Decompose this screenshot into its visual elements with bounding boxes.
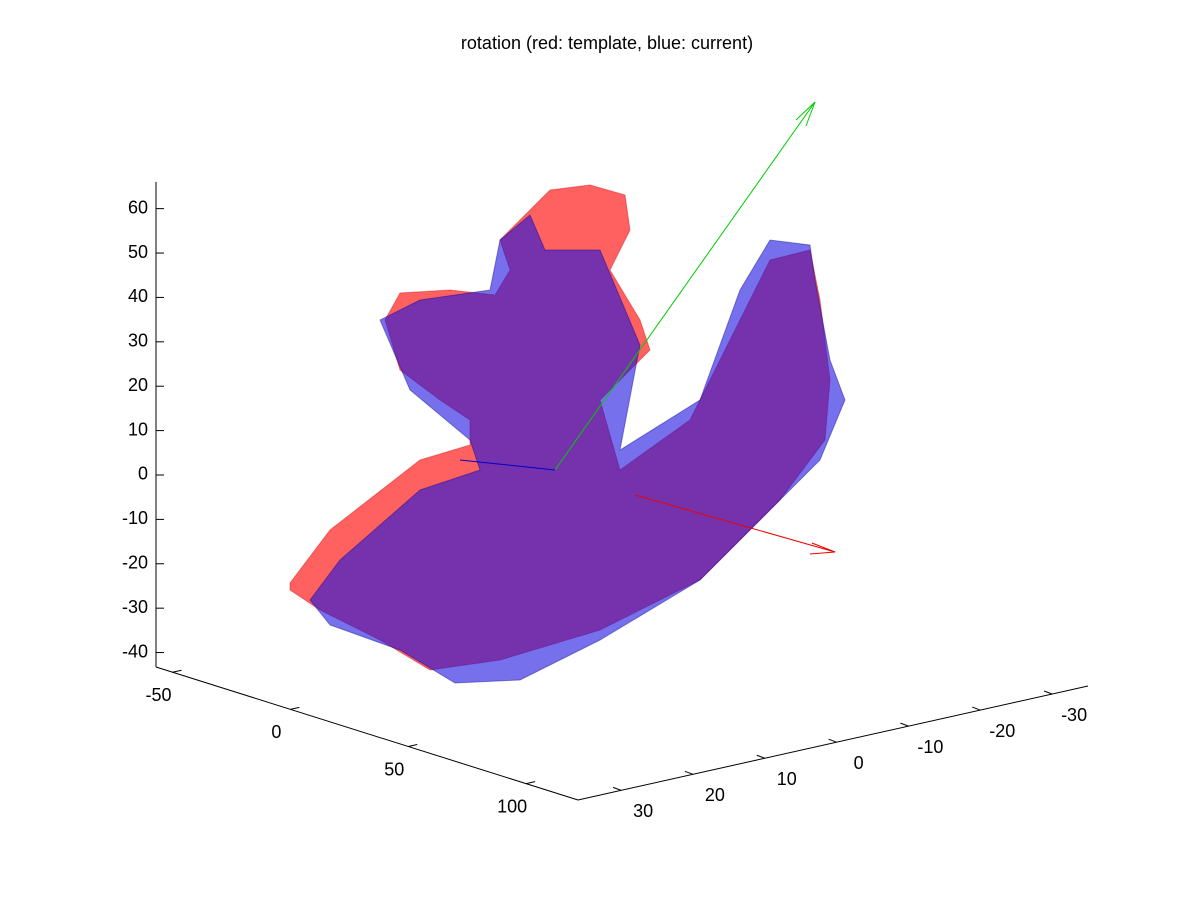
y-tick-label: -20 — [989, 721, 1015, 741]
y-tick-label: -30 — [1061, 705, 1087, 725]
y-tick-label: 30 — [633, 801, 653, 821]
red-arrowhead — [809, 542, 836, 555]
surfaces — [289, 184, 846, 684]
y-tick-label: -10 — [917, 737, 943, 757]
y-tick-label: 20 — [705, 785, 725, 805]
z-tick-label: 60 — [128, 197, 148, 217]
z-tick-label: 10 — [128, 419, 148, 439]
y-tick — [612, 786, 622, 791]
x-tick — [290, 706, 300, 710]
z-tick-label: 50 — [128, 242, 148, 262]
red-axis — [634, 494, 836, 553]
green-axis — [554, 101, 816, 471]
y-tick-label: 10 — [777, 769, 797, 789]
x-tick-label: 100 — [497, 796, 527, 816]
z-tick-label: -20 — [122, 553, 148, 573]
y-tick — [1043, 690, 1053, 695]
blue-axis — [459, 459, 556, 471]
y-tick — [900, 722, 909, 727]
chart-title: rotation (red: template, blue: current) — [461, 33, 753, 53]
x-tick-label: -50 — [145, 685, 171, 705]
z-tick-label: 20 — [128, 375, 148, 395]
z-tick-label: -10 — [122, 508, 148, 528]
x-tick — [526, 781, 536, 785]
y-tick — [972, 706, 981, 711]
z-tick-label: 30 — [128, 331, 148, 351]
rotation-axes — [459, 101, 836, 555]
x-axis — [155, 666, 579, 801]
x-tick-label: 50 — [384, 759, 404, 779]
y-tick-label: 0 — [854, 753, 864, 773]
y-tick — [828, 738, 837, 743]
z-tick-label: -40 — [122, 641, 148, 661]
x-tick — [408, 744, 418, 747]
y-tick — [684, 770, 694, 775]
y-axis — [577, 685, 1089, 801]
z-tick-label: 0 — [138, 464, 148, 484]
y-tick — [756, 754, 765, 759]
z-tick-label: -30 — [122, 597, 148, 617]
current-surface — [309, 214, 846, 684]
axes — [155, 182, 1089, 801]
z-tick-label: 40 — [128, 286, 148, 306]
x-tick-label: 0 — [271, 722, 281, 742]
x-tick — [172, 669, 182, 673]
green-arrowhead — [795, 101, 816, 127]
